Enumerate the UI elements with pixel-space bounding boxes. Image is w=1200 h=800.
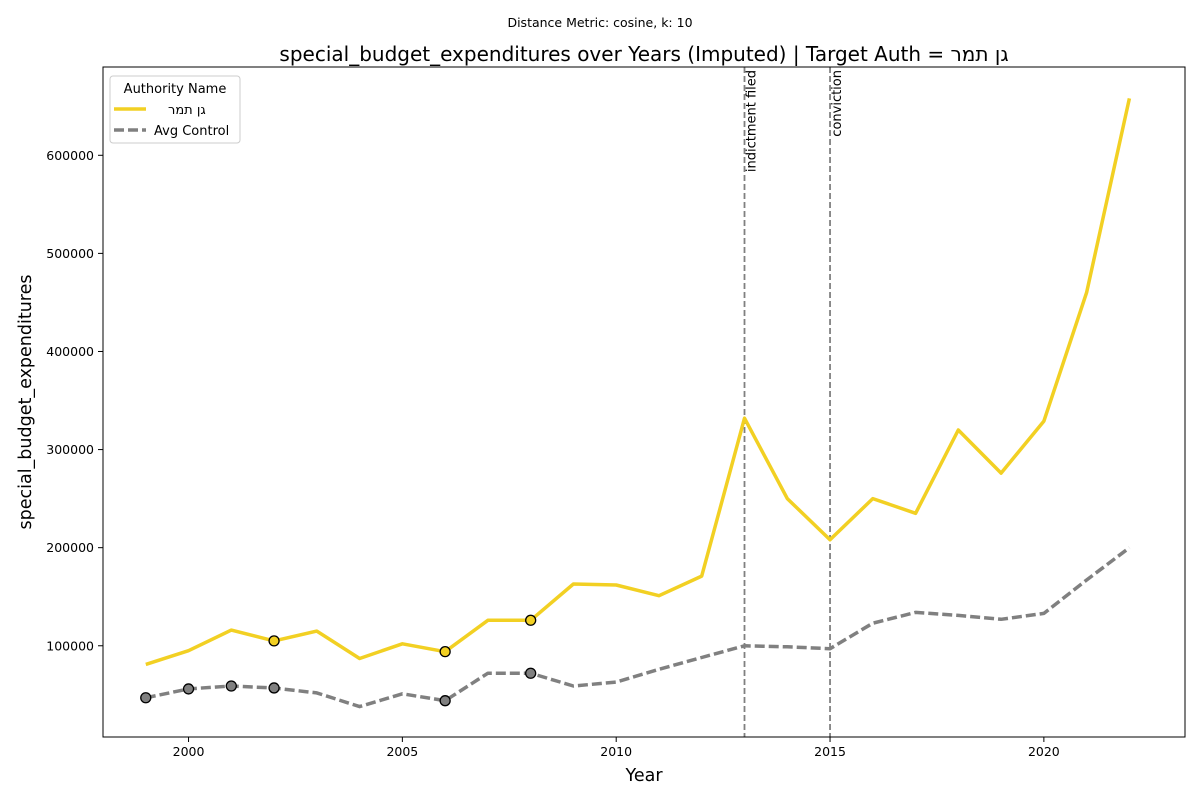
- y-axis-ticks: 100000 200000 300000 400000 500000 600000: [46, 148, 103, 653]
- event-label: indictment filed: [745, 70, 760, 172]
- chart-suptitle: Distance Metric: cosine, k: 10: [507, 15, 692, 30]
- series-line: [145, 98, 1132, 667]
- event-label: conviction: [830, 70, 845, 137]
- x-tick-label: 2010: [600, 744, 632, 759]
- data-point-marker: [268, 635, 280, 647]
- data-point-marker: [225, 680, 237, 692]
- legend-label-control: Avg Control: [154, 124, 229, 139]
- series-lines: [145, 98, 1132, 709]
- data-point-marker: [525, 614, 537, 626]
- x-tick-label: 2005: [386, 744, 418, 759]
- x-tick-label: 2020: [1028, 744, 1060, 759]
- data-point-marker: [439, 646, 451, 658]
- data-point-marker: [439, 695, 451, 707]
- x-axis-ticks: 2000 2005 2010 2015 2020: [173, 737, 1060, 759]
- data-point-marker: [182, 683, 195, 695]
- chart-title: special_budget_expenditures over Years (…: [279, 42, 1008, 66]
- y-axis-label: special_budget_expenditures: [16, 274, 36, 529]
- y-tick-label: 100000: [46, 638, 94, 653]
- y-tick-label: 500000: [46, 246, 94, 261]
- series-line: [145, 546, 1131, 709]
- y-tick-label: 200000: [46, 540, 94, 555]
- plot-area-frame: [102, 66, 1186, 738]
- y-tick-label: 400000: [46, 344, 94, 359]
- x-tick-label: 2015: [814, 744, 846, 759]
- data-point-marker: [525, 667, 537, 679]
- y-tick-label: 300000: [46, 442, 94, 457]
- event-lines: indictment filed conviction: [743, 67, 845, 737]
- data-point-marker: [268, 682, 280, 694]
- data-point-marker: [140, 692, 152, 704]
- imputed-markers: [140, 614, 537, 707]
- x-tick-label: 2000: [173, 744, 205, 759]
- x-axis-label: Year: [624, 766, 663, 786]
- legend-label-target: גן תמר: [168, 103, 206, 118]
- y-tick-label: 600000: [46, 148, 94, 163]
- legend-box: [109, 75, 241, 144]
- legend: Authority Name גן תמר Avg Control: [109, 75, 241, 144]
- legend-title: Authority Name: [124, 82, 227, 97]
